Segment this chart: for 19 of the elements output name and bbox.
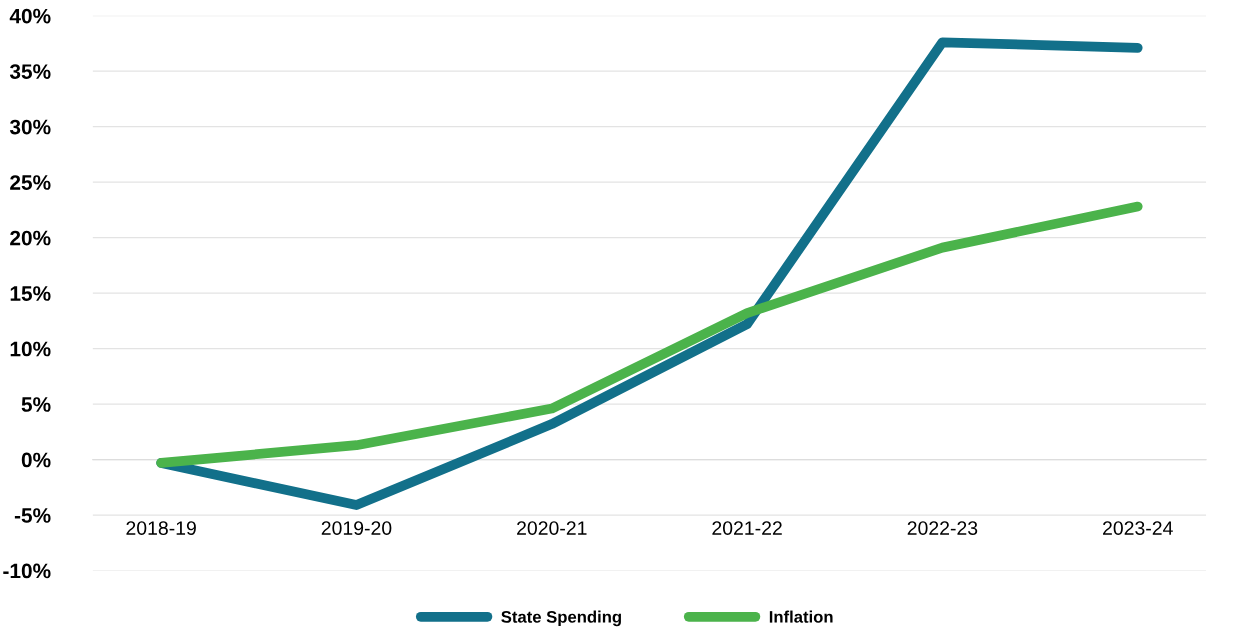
y-tick-label: 0% <box>21 452 51 468</box>
y-tick-label: -5% <box>14 508 51 523</box>
x-tick-label: 2020-21 <box>517 521 587 535</box>
y-tick-label: -10% <box>3 563 51 579</box>
x-tick-label: 2021-22 <box>712 521 782 535</box>
y-tick-label: 35% <box>9 64 51 79</box>
x-tick-label: 2019-20 <box>321 521 392 535</box>
y-tick-label: 5% <box>21 397 51 412</box>
y-tick-label: 10% <box>10 341 51 357</box>
legend-label: Inflation <box>769 610 833 623</box>
legend-label: State Spending <box>501 610 621 627</box>
y-tick-label: 30% <box>9 119 51 135</box>
y-tick-label: 25% <box>10 175 51 190</box>
x-tick-label: 2018-19 <box>126 521 196 535</box>
y-tick-label: 15% <box>10 286 51 301</box>
x-tick-label: 2022-23 <box>907 521 978 535</box>
x-tick-label: 2023-24 <box>1103 521 1173 535</box>
y-tick-label: 20% <box>10 230 51 246</box>
y-tick-label: 40% <box>9 8 51 24</box>
